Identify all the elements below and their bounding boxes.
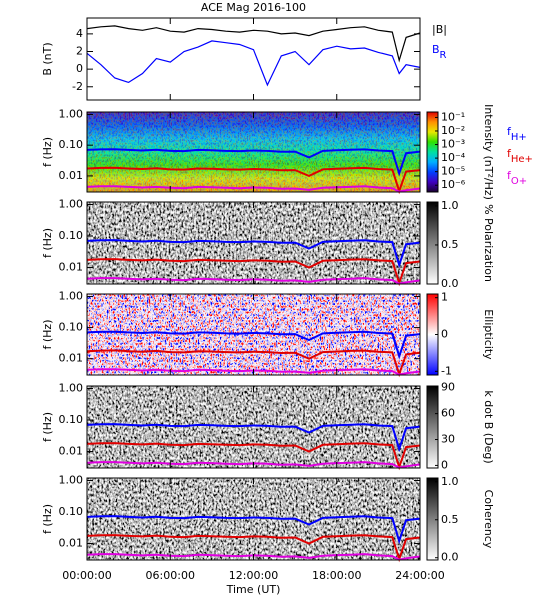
y-tick-label: -2: [72, 80, 83, 93]
legend-entry: fHe+: [507, 147, 533, 165]
colorbar-tick-label: 30: [441, 433, 455, 446]
y-tick-label: 0.10: [59, 505, 84, 518]
colorbar: [426, 385, 439, 469]
spectrogram-image: [87, 294, 420, 375]
x-tick-label: 18:00:00: [312, 569, 361, 582]
y-axis-label: f (Hz): [41, 320, 54, 350]
data-line: [86, 239, 421, 269]
colorbar-tick-label: 0.0: [441, 551, 459, 564]
y-axis-label: f (Hz): [41, 137, 54, 167]
data-line: [86, 258, 421, 287]
colorbar-tick-label: 1: [441, 291, 448, 304]
colorbar-tick-label: 10⁻⁶: [441, 178, 466, 191]
colorbar-tick-label: -1: [441, 364, 452, 377]
data-line: [86, 185, 421, 193]
spectrogram-image: [87, 478, 420, 560]
data-line: [86, 368, 421, 376]
colorbar-tick-label: 60: [441, 407, 455, 420]
colorbar-tick-label: 10⁻³: [441, 138, 465, 151]
colorbar-tick-label: 0.5: [441, 513, 459, 526]
data-line: [86, 330, 421, 360]
colorbar-tick-label: 0: [441, 458, 448, 471]
data-line: [86, 277, 421, 285]
colorbar: [426, 477, 439, 561]
data-line: [86, 553, 421, 561]
data-line: [86, 25, 421, 63]
chart-title: ACE Mag 2016-100: [201, 1, 306, 14]
y-tick-label: 0: [76, 62, 83, 75]
data-line: [86, 515, 421, 545]
colorbar-tick-label: 10⁻²: [441, 124, 465, 137]
spectrogram-image: [87, 202, 420, 284]
legend-entry: fO+: [507, 169, 527, 187]
data-line: [86, 423, 421, 453]
y-tick-label: 0.01: [59, 169, 84, 182]
data-line: [86, 349, 421, 378]
x-tick-label: 24:00:00: [395, 569, 444, 582]
y-tick-label: 0.10: [59, 413, 84, 426]
colorbar-label: Coherency: [482, 490, 495, 549]
y-tick-label: 0.10: [59, 229, 84, 242]
data-line: [86, 148, 421, 177]
y-tick-label: 0.01: [59, 445, 84, 458]
spectrogram-texture: [87, 112, 420, 192]
spectrogram-image: [87, 386, 420, 468]
x-tick-label: 06:00:00: [146, 569, 195, 582]
legend-entry: BR: [432, 43, 447, 61]
colorbar-tick-label: 90: [441, 381, 455, 394]
x-tick-label: 12:00:00: [229, 569, 278, 582]
y-tick-label: 0.01: [59, 537, 84, 550]
colorbar-tick-label: 10⁻¹: [441, 110, 465, 123]
y-tick-label: 0.01: [59, 261, 84, 274]
y-axis-label: f (Hz): [41, 228, 54, 258]
colorbar-tick-label: 1.0: [441, 475, 459, 488]
data-line: [86, 166, 421, 195]
data-line: [86, 534, 421, 563]
legend-entry: |B|: [432, 23, 447, 36]
colorbar-tick-label: 10⁻⁴: [441, 151, 466, 164]
data-line: [86, 461, 421, 469]
y-tick-label: 0.10: [59, 138, 84, 151]
legend-entry: fH+: [507, 125, 527, 143]
colorbar-tick-label: 1.0: [441, 199, 459, 212]
data-line: [86, 40, 421, 87]
colorbar-label: % Polarization: [482, 204, 495, 282]
y-tick-label: 4: [76, 27, 83, 40]
x-tick-label: 00:00:00: [62, 569, 111, 582]
data-line: [86, 442, 421, 471]
colorbar: [426, 201, 439, 285]
colorbar-tick-label: 0: [441, 328, 448, 341]
y-tick-label: 0.10: [59, 321, 84, 334]
colorbar-label: k dot B (Deg): [482, 390, 495, 463]
colorbar-tick-label: 0.5: [441, 238, 459, 251]
colorbar-tick-label: 0.0: [441, 277, 459, 290]
x-axis-label: Time (UT): [226, 583, 281, 596]
y-axis-label: f (Hz): [41, 412, 54, 442]
y-tick-label: 1.00: [59, 473, 84, 486]
colorbar-label: Intensity (nT²/Hz): [482, 104, 495, 200]
y-tick-label: 1.00: [59, 107, 84, 120]
y-axis-label: B (nT): [41, 42, 54, 75]
y-tick-label: 1.00: [59, 381, 84, 394]
colorbar: [426, 111, 439, 193]
y-tick-label: 2: [76, 45, 83, 58]
colorbar-tick-label: 10⁻⁵: [441, 165, 465, 178]
y-tick-label: 0.01: [59, 352, 84, 365]
y-tick-label: 1.00: [59, 289, 84, 302]
y-tick-label: 1.00: [59, 197, 84, 210]
colorbar-label: Ellipticity: [482, 309, 495, 360]
y-axis-label: f (Hz): [41, 504, 54, 534]
